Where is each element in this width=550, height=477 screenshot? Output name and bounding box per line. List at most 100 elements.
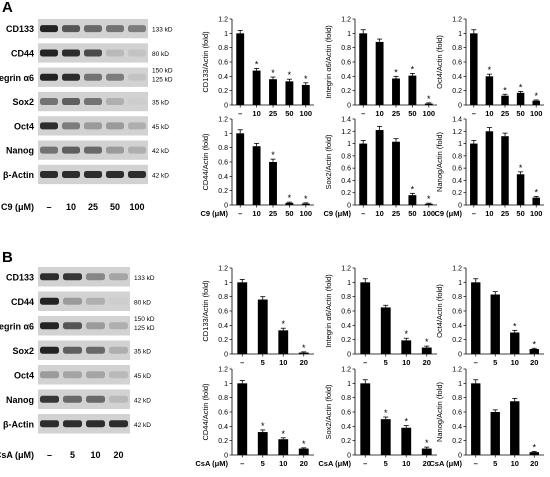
kd-label: 150 kD: [152, 68, 173, 75]
lane-label: 100: [129, 202, 144, 212]
significance-asterisk: *: [271, 68, 275, 78]
blot-band: [84, 98, 102, 106]
y-tick-label: 1: [347, 280, 351, 287]
x-tick-label: 10: [485, 209, 493, 218]
bar: [360, 383, 371, 455]
y-tick-label: 1: [224, 381, 228, 388]
bar-chart: 0 0.2 0.4 0.6 0.8 1 1.2 Integrin α6/Actin (fold…: [324, 17, 437, 118]
bar: [298, 352, 309, 354]
x-tick-label: 10: [485, 109, 493, 118]
blot-band: [128, 98, 146, 106]
y-axis-label: Oct4/Actin (fold): [435, 284, 444, 338]
blot-strip: [38, 365, 130, 385]
y-tick-label: 0: [224, 453, 228, 460]
kd-label: 133 kD: [134, 275, 155, 282]
blot-band: [62, 170, 80, 178]
bar: [471, 383, 481, 455]
y-tick-label: 0.8: [218, 145, 228, 152]
kd-label: 42 kD: [152, 172, 169, 179]
blot-band: [86, 420, 105, 428]
x-tick-label: 20: [530, 358, 538, 367]
bar: [470, 33, 478, 106]
significance-asterisk: *: [532, 442, 536, 452]
bar: [285, 202, 294, 205]
significance-asterisk: *: [513, 321, 517, 331]
x-tick-label: 25: [392, 109, 400, 118]
significance-asterisk: *: [304, 194, 308, 204]
blot-row-label: β-Actin: [3, 170, 34, 180]
y-tick-label: 1.2: [341, 367, 351, 374]
lane-label: –: [46, 202, 51, 212]
bar: [380, 307, 391, 354]
x-tick-label: –: [361, 209, 365, 218]
y-tick-label: 0.4: [341, 424, 351, 431]
x-tick-label: 25: [501, 109, 509, 118]
significance-asterisk: *: [271, 150, 275, 160]
x-tick-label: –: [363, 358, 367, 367]
blot-band: [109, 371, 128, 379]
x-tick-label: 10: [402, 358, 410, 367]
bar: [401, 340, 412, 354]
x-tick-label: –: [472, 109, 476, 118]
blot-band: [86, 322, 105, 330]
y-tick-label: 0.4: [452, 424, 462, 431]
y-tick-label: 0.4: [218, 424, 228, 431]
y-tick-label: 1: [458, 31, 462, 38]
x-tick-label: 10: [279, 358, 287, 367]
y-tick-label: 0.6: [341, 166, 351, 173]
blot-band: [128, 73, 146, 81]
x-axis-label: C9 (μM): [323, 209, 351, 218]
bar: [510, 332, 520, 354]
bar: [359, 33, 368, 106]
x-tick-label: 10: [511, 358, 519, 367]
y-tick-label: 0.4: [341, 74, 351, 81]
blot-strip: [38, 291, 130, 311]
x-tick-label: 100: [300, 209, 313, 218]
y-tick-label: 0.6: [341, 60, 351, 67]
y-axis-label: Integrin α6/Actin (fold): [324, 274, 333, 348]
blot-band: [128, 146, 146, 154]
blot-band: [62, 98, 80, 106]
y-tick-label: 1.2: [218, 17, 228, 24]
x-tick-label: 50: [285, 109, 293, 118]
blot-row-label: Integrin α6: [0, 321, 34, 331]
bar: [252, 70, 261, 105]
blot-band: [106, 170, 124, 178]
bar: [237, 282, 248, 354]
x-axis-label: CsA (μM): [195, 459, 228, 468]
y-axis-label: Integrin α6/Actin (fold): [324, 25, 333, 99]
y-tick-label: 1.2: [452, 266, 462, 273]
x-tick-label: 100: [530, 109, 543, 118]
bar: [490, 294, 500, 354]
kd-label: 42 kD: [134, 422, 151, 429]
bar: [236, 133, 245, 205]
kd-label: 35 kD: [134, 348, 151, 355]
significance-asterisk: *: [302, 343, 306, 353]
x-tick-label: 50: [408, 109, 416, 118]
significance-asterisk: *: [255, 59, 259, 69]
bar: [485, 76, 494, 105]
blot-band: [63, 322, 82, 330]
blot-band: [63, 395, 82, 403]
bar: [510, 401, 520, 455]
western-blot-b: CD133 133 kD CD44 80 kD Integrin α6 150 kD 125…: [0, 267, 155, 460]
bar: [257, 432, 268, 455]
bar: [529, 348, 539, 354]
significance-asterisk: *: [288, 193, 292, 203]
x-tick-label: 5: [493, 358, 497, 367]
y-axis-label: CD44/Actin (fold): [201, 133, 210, 191]
y-tick-label: 0.2: [452, 190, 462, 197]
x-tick-label: 5: [384, 358, 388, 367]
x-axis-label: C9 (μM): [434, 209, 462, 218]
kd-label: 45 kD: [152, 124, 169, 131]
y-tick-label: 0: [347, 453, 351, 460]
significance-asterisk: *: [532, 339, 536, 349]
significance-asterisk: *: [384, 408, 388, 418]
y-tick-label: 0.4: [341, 178, 351, 185]
blot-band: [106, 122, 124, 130]
y-tick-label: 1: [347, 141, 351, 148]
y-axis-label: Oct4/Actin (fold): [435, 35, 444, 89]
y-tick-label: 1.2: [218, 266, 228, 273]
x-tick-label: –: [240, 358, 244, 367]
blot-band: [40, 146, 58, 154]
